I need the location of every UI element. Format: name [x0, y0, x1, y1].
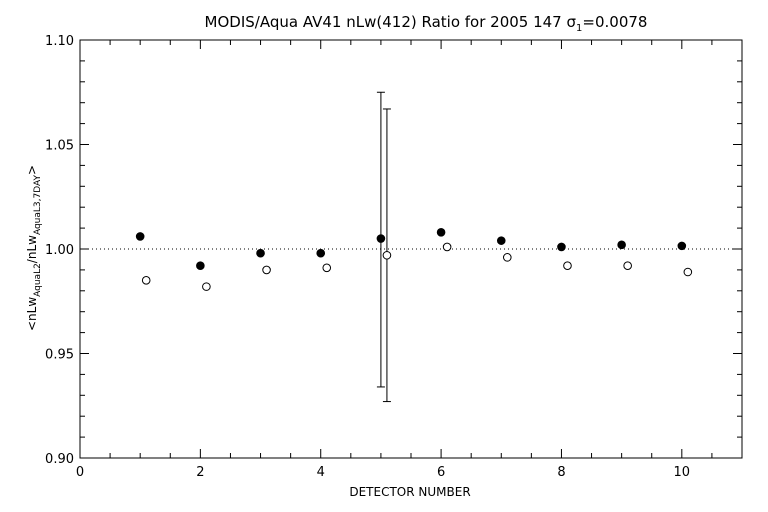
- chart-title: MODIS/Aqua AV41 nLw(412) Ratio for 2005 …: [205, 13, 648, 34]
- x-axis-label: DETECTOR NUMBER: [349, 485, 470, 499]
- point-open: [202, 282, 211, 291]
- error-bars: [376, 91, 391, 403]
- point-filled: [256, 248, 265, 258]
- point-open: [141, 276, 151, 285]
- point-open: [502, 253, 512, 262]
- point-filled: [617, 240, 626, 250]
- point-filled: [436, 227, 446, 237]
- point-open: [262, 265, 271, 275]
- point-filled: [135, 232, 145, 241]
- x-tick-label: 6: [437, 465, 445, 480]
- point-filled: [557, 242, 566, 252]
- point-filled: [677, 241, 687, 251]
- x-tick-label: 2: [196, 465, 204, 480]
- y-axis-label: <nLwAquaL2/nLwAquaL3,7DAY>: [25, 165, 43, 331]
- x-tick-label: 10: [674, 465, 691, 480]
- point-open: [382, 250, 392, 260]
- y-tick-label: 0.90: [45, 452, 74, 467]
- y-tick-label: 0.95: [45, 348, 74, 363]
- point-open: [683, 267, 693, 277]
- point-filled: [376, 234, 386, 243]
- x-tick-label: 8: [557, 465, 565, 480]
- tick-labels: 0 2 4 6 8 10 0.90 0.95 1.00 1.05 1.10: [45, 34, 690, 480]
- point-open: [322, 263, 332, 273]
- point-filled: [316, 248, 326, 258]
- point-open: [563, 261, 572, 271]
- plot-area: [79, 39, 743, 459]
- y-tick-label: 1.10: [45, 34, 74, 49]
- point-open: [442, 242, 452, 252]
- point-open: [623, 261, 632, 271]
- point-filled: [196, 261, 205, 271]
- x-tick-label: 4: [317, 465, 325, 480]
- x-tick-label: 0: [76, 465, 84, 480]
- axis-ticks: [79, 39, 743, 459]
- y-tick-label: 1.05: [45, 139, 74, 154]
- plot-frame: [79, 39, 743, 459]
- point-filled: [496, 236, 506, 245]
- data-points: [135, 227, 693, 291]
- y-tick-label: 1.00: [45, 243, 74, 258]
